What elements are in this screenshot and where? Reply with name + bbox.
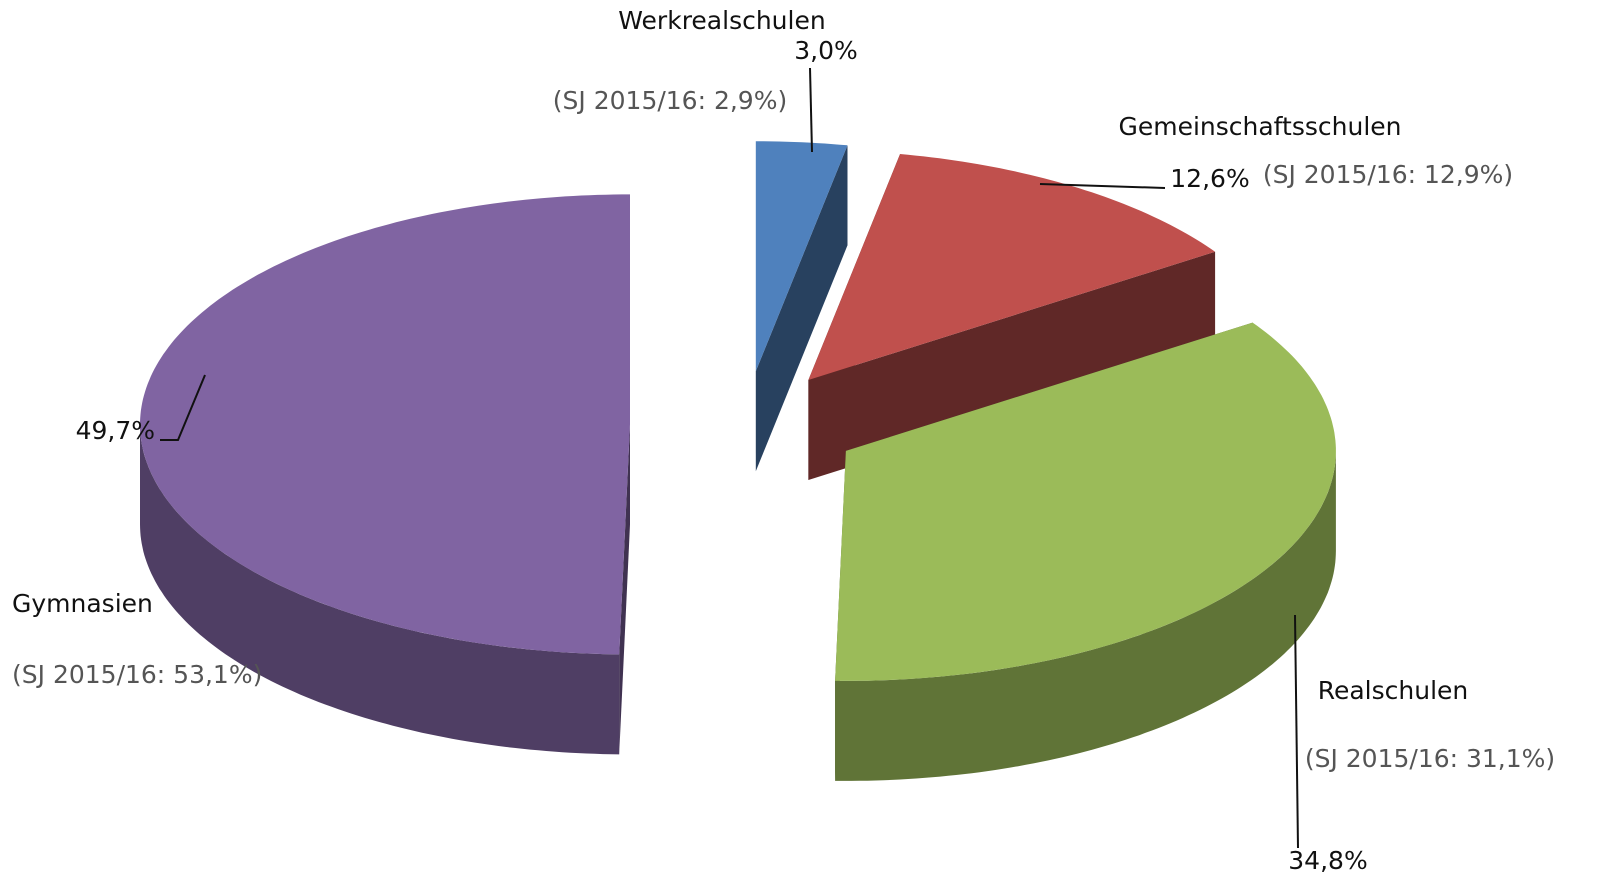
slice-label: Gemeinschaftsschulen [1118,112,1401,141]
slice [835,322,1336,681]
annotation: (SJ 2015/16: 31,1%) [1305,744,1555,773]
value-label: 49,7% [76,416,155,445]
slice-label: Realschulen [1318,676,1469,705]
leader-line [809,67,813,153]
slice [808,154,1216,380]
slice-wall [835,450,1336,781]
value-label: 3,0% [794,36,858,65]
slice [755,141,848,372]
slice-side [808,251,1216,480]
annotation: (SJ 2015/16: 2,9%) [553,86,787,115]
slice-label: Werkrealschulen [618,6,825,35]
slice [140,194,630,655]
slice-wall [140,424,620,755]
annotation: (SJ 2015/16: 12,9%) [1263,160,1513,189]
slice-side [619,424,630,755]
slice-side [755,145,848,472]
value-label: 34,8% [1288,846,1367,875]
annotation: (SJ 2015/16: 53,1%) [12,660,262,689]
slice-label: Gymnasien [12,589,153,618]
value-label: 12,6% [1170,164,1249,193]
leader-line [1294,614,1299,849]
leader-line [160,374,206,441]
leader-line [1039,183,1166,189]
